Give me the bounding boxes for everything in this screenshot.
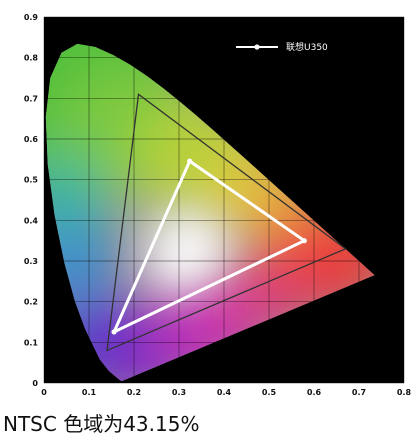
legend: 联想U350 — [236, 41, 328, 53]
x-tick-label: 0.1 — [82, 388, 97, 397]
y-tick-label: 0.7 — [24, 94, 38, 103]
grid-lines — [43, 16, 405, 384]
series-vertex-point — [301, 238, 307, 244]
y-axis-ticks: 0 0.1 0.2 0.3 0.4 0.5 0.6 0.7 0.8 0.9 — [24, 13, 39, 388]
x-tick-label: 0 — [41, 388, 47, 397]
x-tick-label: 0.3 — [172, 388, 186, 397]
x-tick-label: 0.7 — [352, 388, 366, 397]
series-vertex-point — [187, 158, 193, 164]
chart-caption: NTSC 色域为43.15% — [3, 412, 200, 436]
y-tick-label: 0.4 — [24, 216, 39, 225]
y-tick-label: 0.3 — [24, 257, 38, 266]
y-tick-label: 0 — [32, 379, 38, 388]
y-tick-label: 0.9 — [24, 13, 39, 22]
series-vertex-point — [111, 329, 117, 335]
x-tick-label: 0.5 — [262, 388, 277, 397]
series-gamut-triangle — [112, 159, 306, 334]
x-tick-label: 0.8 — [397, 388, 412, 397]
x-tick-label: 0.4 — [217, 388, 232, 397]
x-tick-label: 0.6 — [307, 388, 322, 397]
series-vertex-markers — [111, 158, 307, 335]
x-tick-label: 0.2 — [127, 388, 141, 397]
y-tick-label: 0.8 — [24, 54, 39, 63]
y-tick-label: 0.5 — [24, 176, 39, 185]
y-tick-label: 0.2 — [24, 298, 38, 307]
legend-series-label: 联想U350 — [286, 41, 328, 53]
y-tick-label: 0.1 — [24, 338, 39, 347]
x-axis-ticks: 0 0.1 0.2 0.3 0.4 0.5 0.6 0.7 0.8 — [41, 388, 411, 397]
legend-marker — [254, 44, 260, 50]
reference-gamut-triangle — [106, 93, 347, 352]
y-tick-label: 0.6 — [24, 135, 39, 144]
